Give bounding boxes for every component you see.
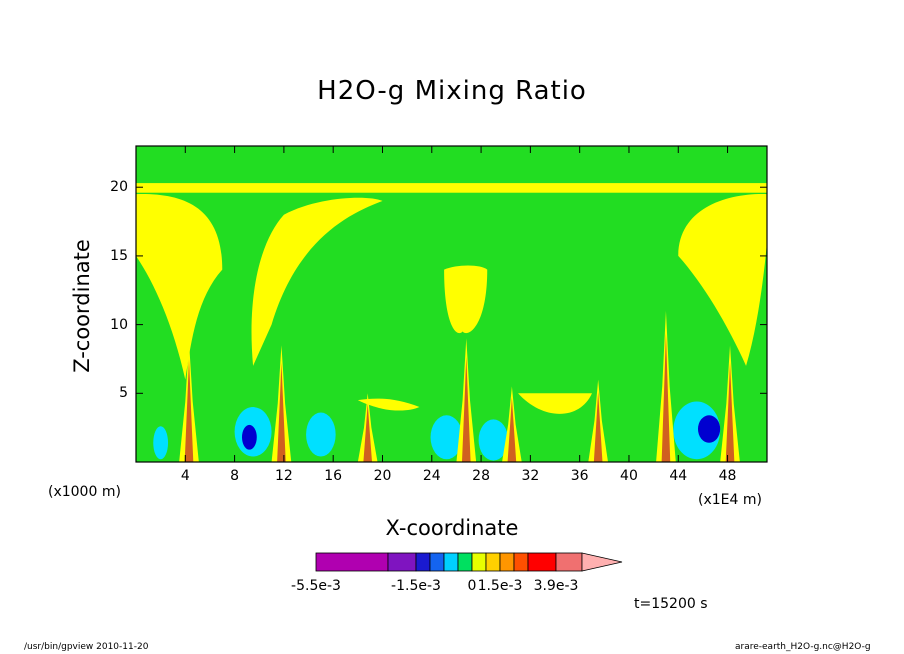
- x-tick-label: 24: [422, 468, 441, 484]
- x-tick-label: 8: [230, 468, 240, 484]
- moist-core-right: [697, 415, 721, 443]
- time-label: t=15200 s: [634, 596, 708, 612]
- x-tick-label: 36: [570, 468, 589, 484]
- colorbar-label: 1.5e-3: [477, 578, 523, 594]
- tower-core-7: [725, 362, 735, 462]
- y-tick-label: 10: [110, 316, 128, 333]
- colorbar-swatch: [387, 552, 417, 572]
- low-cloud-1: [357, 398, 420, 411]
- tower-core-5: [593, 391, 603, 462]
- contour-field: [136, 146, 767, 462]
- x-axis-label: X-coordinate: [385, 516, 519, 540]
- x-unit-left: (x1000 m): [48, 484, 121, 500]
- colorbar-swatch: [485, 552, 501, 572]
- moist-pocket-3: [430, 415, 463, 460]
- colorbar-swatch: [315, 552, 389, 572]
- colorbar-label: 3.9e-3: [533, 578, 579, 594]
- colorbar-swatch: [513, 552, 529, 572]
- x-tick-label: 20: [373, 468, 392, 484]
- x-tick-label: 28: [472, 468, 490, 484]
- tower-core-6: [661, 333, 671, 462]
- colorbar-swatch: [527, 552, 557, 572]
- colorbar-arrow: [581, 552, 623, 572]
- moist-pocket-2: [306, 412, 336, 457]
- y-axis-label: Z-coordinate: [70, 239, 94, 373]
- x-tick-label: 44: [669, 468, 688, 484]
- footer-left: /usr/bin/gpview 2010-11-20: [24, 642, 149, 652]
- colorbar-swatch: [415, 552, 431, 572]
- x-tick-label: 12: [274, 468, 293, 484]
- colorbar-label: 0: [467, 578, 477, 594]
- x-tick-label: 4: [180, 468, 190, 484]
- footer-right: arare-earth_H2O-g.nc@H2O-g: [735, 642, 871, 652]
- colorbar-swatch: [555, 552, 583, 572]
- colorbar-label: -1.5e-3: [391, 578, 441, 594]
- moist-pocket-4: [478, 419, 509, 461]
- tropopause-band: [136, 183, 767, 193]
- tower-core-3: [461, 356, 471, 462]
- y-tick-label: 20: [110, 179, 128, 196]
- x-tick-label: 16: [324, 468, 343, 484]
- central-anvil: [444, 265, 488, 334]
- axis-ticks: [136, 146, 767, 462]
- colorbar-swatch: [471, 552, 487, 572]
- x-tick-label: 32: [521, 468, 540, 484]
- tower-core-2: [363, 403, 373, 462]
- plot-frame: [135, 145, 768, 463]
- right-plume: [678, 194, 767, 366]
- colorbar-swatch: [443, 552, 459, 572]
- chart-title: H2O-g Mixing Ratio: [317, 76, 587, 106]
- colorbar-label: -5.5e-3: [291, 578, 341, 594]
- colorbar: [315, 552, 623, 572]
- tower-core-4: [507, 397, 517, 462]
- colorbar-swatch: [429, 552, 445, 572]
- colorbar-swatch: [457, 552, 473, 572]
- moist-pocket-0: [153, 426, 169, 460]
- left-plume: [136, 194, 223, 380]
- low-cloud-2: [518, 393, 592, 414]
- y-tick-label: 15: [110, 247, 128, 264]
- y-tick-label: 5: [119, 385, 128, 402]
- x-tick-label: 48: [718, 468, 737, 484]
- colorbar-swatch: [499, 552, 515, 572]
- tower-core-0: [184, 359, 194, 462]
- tower-core-1: [277, 362, 286, 462]
- x-unit-right: (x1E4 m): [698, 492, 762, 508]
- moist-core-left: [241, 424, 257, 450]
- anvil-left: [251, 197, 383, 366]
- x-tick-label: 40: [620, 468, 638, 484]
